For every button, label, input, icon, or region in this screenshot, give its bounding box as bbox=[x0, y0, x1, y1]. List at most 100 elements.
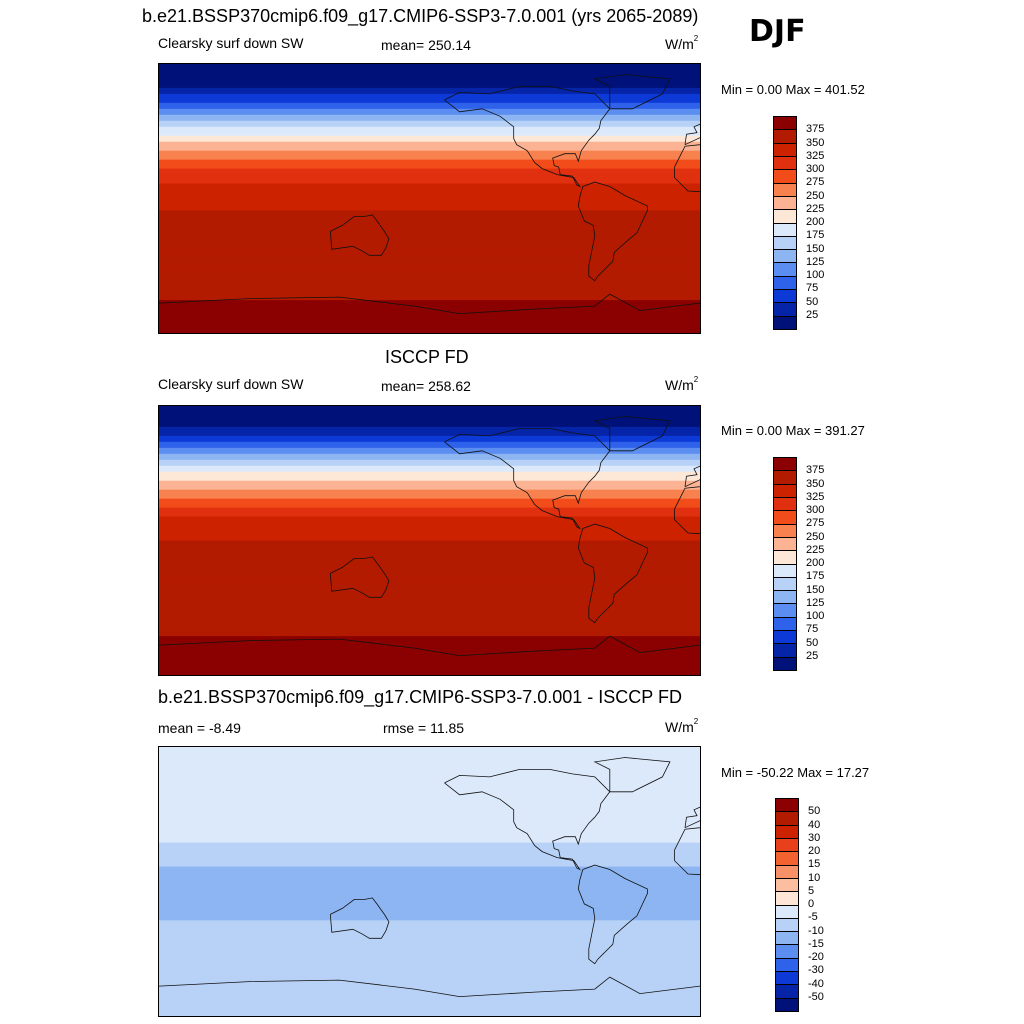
colorbar-swatch bbox=[776, 985, 798, 999]
colorbar-tick-label: 250 bbox=[806, 189, 825, 202]
panel3-units: W/m2 bbox=[665, 717, 699, 735]
map-contour-band bbox=[159, 860, 700, 865]
colorbar-model bbox=[773, 116, 797, 330]
map-contour-band bbox=[159, 285, 700, 289]
colorbar-tick-label: 100 bbox=[806, 269, 825, 281]
map-contour-band bbox=[159, 965, 700, 969]
map-contour-band bbox=[159, 252, 700, 256]
map-contour-band bbox=[159, 600, 700, 604]
colorbar-difference bbox=[775, 798, 799, 1012]
map-contour-band bbox=[159, 815, 700, 820]
map-contour-band bbox=[159, 321, 700, 325]
map-contour-band bbox=[159, 237, 700, 241]
colorbar-tick-label: 0 bbox=[808, 898, 815, 910]
colorbar-tick-label: 15 bbox=[808, 858, 821, 871]
map-contour-band bbox=[159, 507, 700, 512]
colorbar-swatch bbox=[774, 117, 796, 131]
map-contour-band bbox=[159, 654, 700, 658]
colorbar-tick-label: 150 bbox=[806, 583, 825, 596]
map-contour-band bbox=[159, 183, 700, 188]
panel3-title: b.e21.BSSP370cmip6.f09_g17.CMIP6-SSP3-7.… bbox=[158, 687, 682, 707]
map-contour-band bbox=[159, 513, 700, 518]
map-contour-band bbox=[159, 297, 700, 301]
map-contour-band bbox=[159, 788, 700, 793]
coastline bbox=[444, 768, 611, 871]
map-contour-band bbox=[159, 755, 700, 760]
colorbar-swatch bbox=[776, 838, 798, 853]
panel3-rmse: rmse = 11.85 bbox=[383, 720, 465, 736]
map-contour-band bbox=[159, 902, 700, 907]
map-contour-band bbox=[159, 549, 700, 554]
colorbar-tick-label: 50 bbox=[808, 805, 821, 818]
map-contour-band bbox=[159, 525, 700, 530]
map-contour-band bbox=[159, 609, 700, 613]
map-contour-band bbox=[159, 429, 700, 434]
map-contour-band bbox=[159, 1010, 700, 1014]
map-contour-band bbox=[159, 531, 700, 536]
map-contour-band bbox=[159, 929, 700, 933]
map-contour-band bbox=[159, 672, 700, 675]
map-contour-band bbox=[159, 950, 700, 954]
coastline bbox=[329, 214, 390, 256]
coastline bbox=[329, 897, 390, 939]
colorbar-swatch bbox=[776, 812, 798, 826]
colorbar-tick-label: 375 bbox=[806, 464, 825, 477]
map-contour-band bbox=[159, 486, 700, 491]
map-contour-band bbox=[159, 941, 700, 945]
map-contour-band bbox=[159, 522, 700, 527]
map-contour-band bbox=[159, 228, 700, 232]
map-contour-band bbox=[159, 989, 700, 993]
map-contour-band bbox=[159, 309, 700, 313]
panel1-units: W/m2 bbox=[665, 34, 699, 52]
map-contour-band bbox=[159, 1004, 700, 1008]
map-contour-band bbox=[159, 540, 700, 545]
colorbar-swatch bbox=[776, 865, 798, 879]
map-contour-band bbox=[159, 938, 700, 942]
map-contour-band bbox=[159, 264, 700, 268]
map-contour-band bbox=[159, 207, 700, 212]
map-contour-band bbox=[159, 165, 700, 170]
colorbar-swatch bbox=[774, 263, 796, 277]
map-contour-band bbox=[159, 1001, 700, 1005]
map-contour-band bbox=[159, 747, 700, 751]
map-contour-band bbox=[159, 791, 700, 796]
map-contour-band bbox=[159, 456, 700, 461]
map-contour-band bbox=[159, 270, 700, 274]
map-contour-band bbox=[159, 171, 700, 176]
map-contour-band bbox=[159, 93, 700, 98]
map-contour-band bbox=[159, 510, 700, 515]
colorbar-tick-label: 25 bbox=[806, 649, 819, 662]
map-contour-band bbox=[159, 225, 700, 229]
map-contour-band bbox=[159, 824, 700, 829]
map-contour-band bbox=[159, 546, 700, 551]
map-contour-band bbox=[159, 992, 700, 996]
colorbar-tick-label: 300 bbox=[806, 504, 825, 516]
map-contour-band bbox=[159, 812, 700, 817]
colorbar-swatch bbox=[774, 170, 796, 184]
map-contour-band bbox=[159, 603, 700, 607]
map-contour-band bbox=[159, 669, 700, 673]
map-contour-band bbox=[159, 504, 700, 509]
colorbar-swatch bbox=[774, 484, 796, 498]
map-contour-band bbox=[159, 66, 700, 71]
map-contour-band bbox=[159, 468, 700, 473]
map-contour-band bbox=[159, 132, 700, 137]
colorbar-swatch bbox=[774, 551, 796, 565]
colorbar-tick-label: 50 bbox=[806, 636, 819, 649]
map-contour-band bbox=[159, 833, 700, 838]
map-contour-band bbox=[159, 624, 700, 628]
map-contour-band bbox=[159, 827, 700, 832]
colorbar-tick-label: -15 bbox=[808, 937, 824, 950]
map-contour-band bbox=[159, 498, 700, 503]
map-contour-band bbox=[159, 627, 700, 631]
map-contour-band bbox=[159, 839, 700, 844]
map-contour-band bbox=[159, 863, 700, 868]
map-contour-band bbox=[159, 129, 700, 134]
map-contour-band bbox=[159, 666, 700, 670]
map-contour-band bbox=[159, 210, 700, 215]
map-contour-band bbox=[159, 516, 700, 521]
map-contour-band bbox=[159, 794, 700, 799]
map-contour-band bbox=[159, 417, 700, 422]
map-contour-band bbox=[159, 273, 700, 277]
map-contour-band bbox=[159, 108, 700, 113]
